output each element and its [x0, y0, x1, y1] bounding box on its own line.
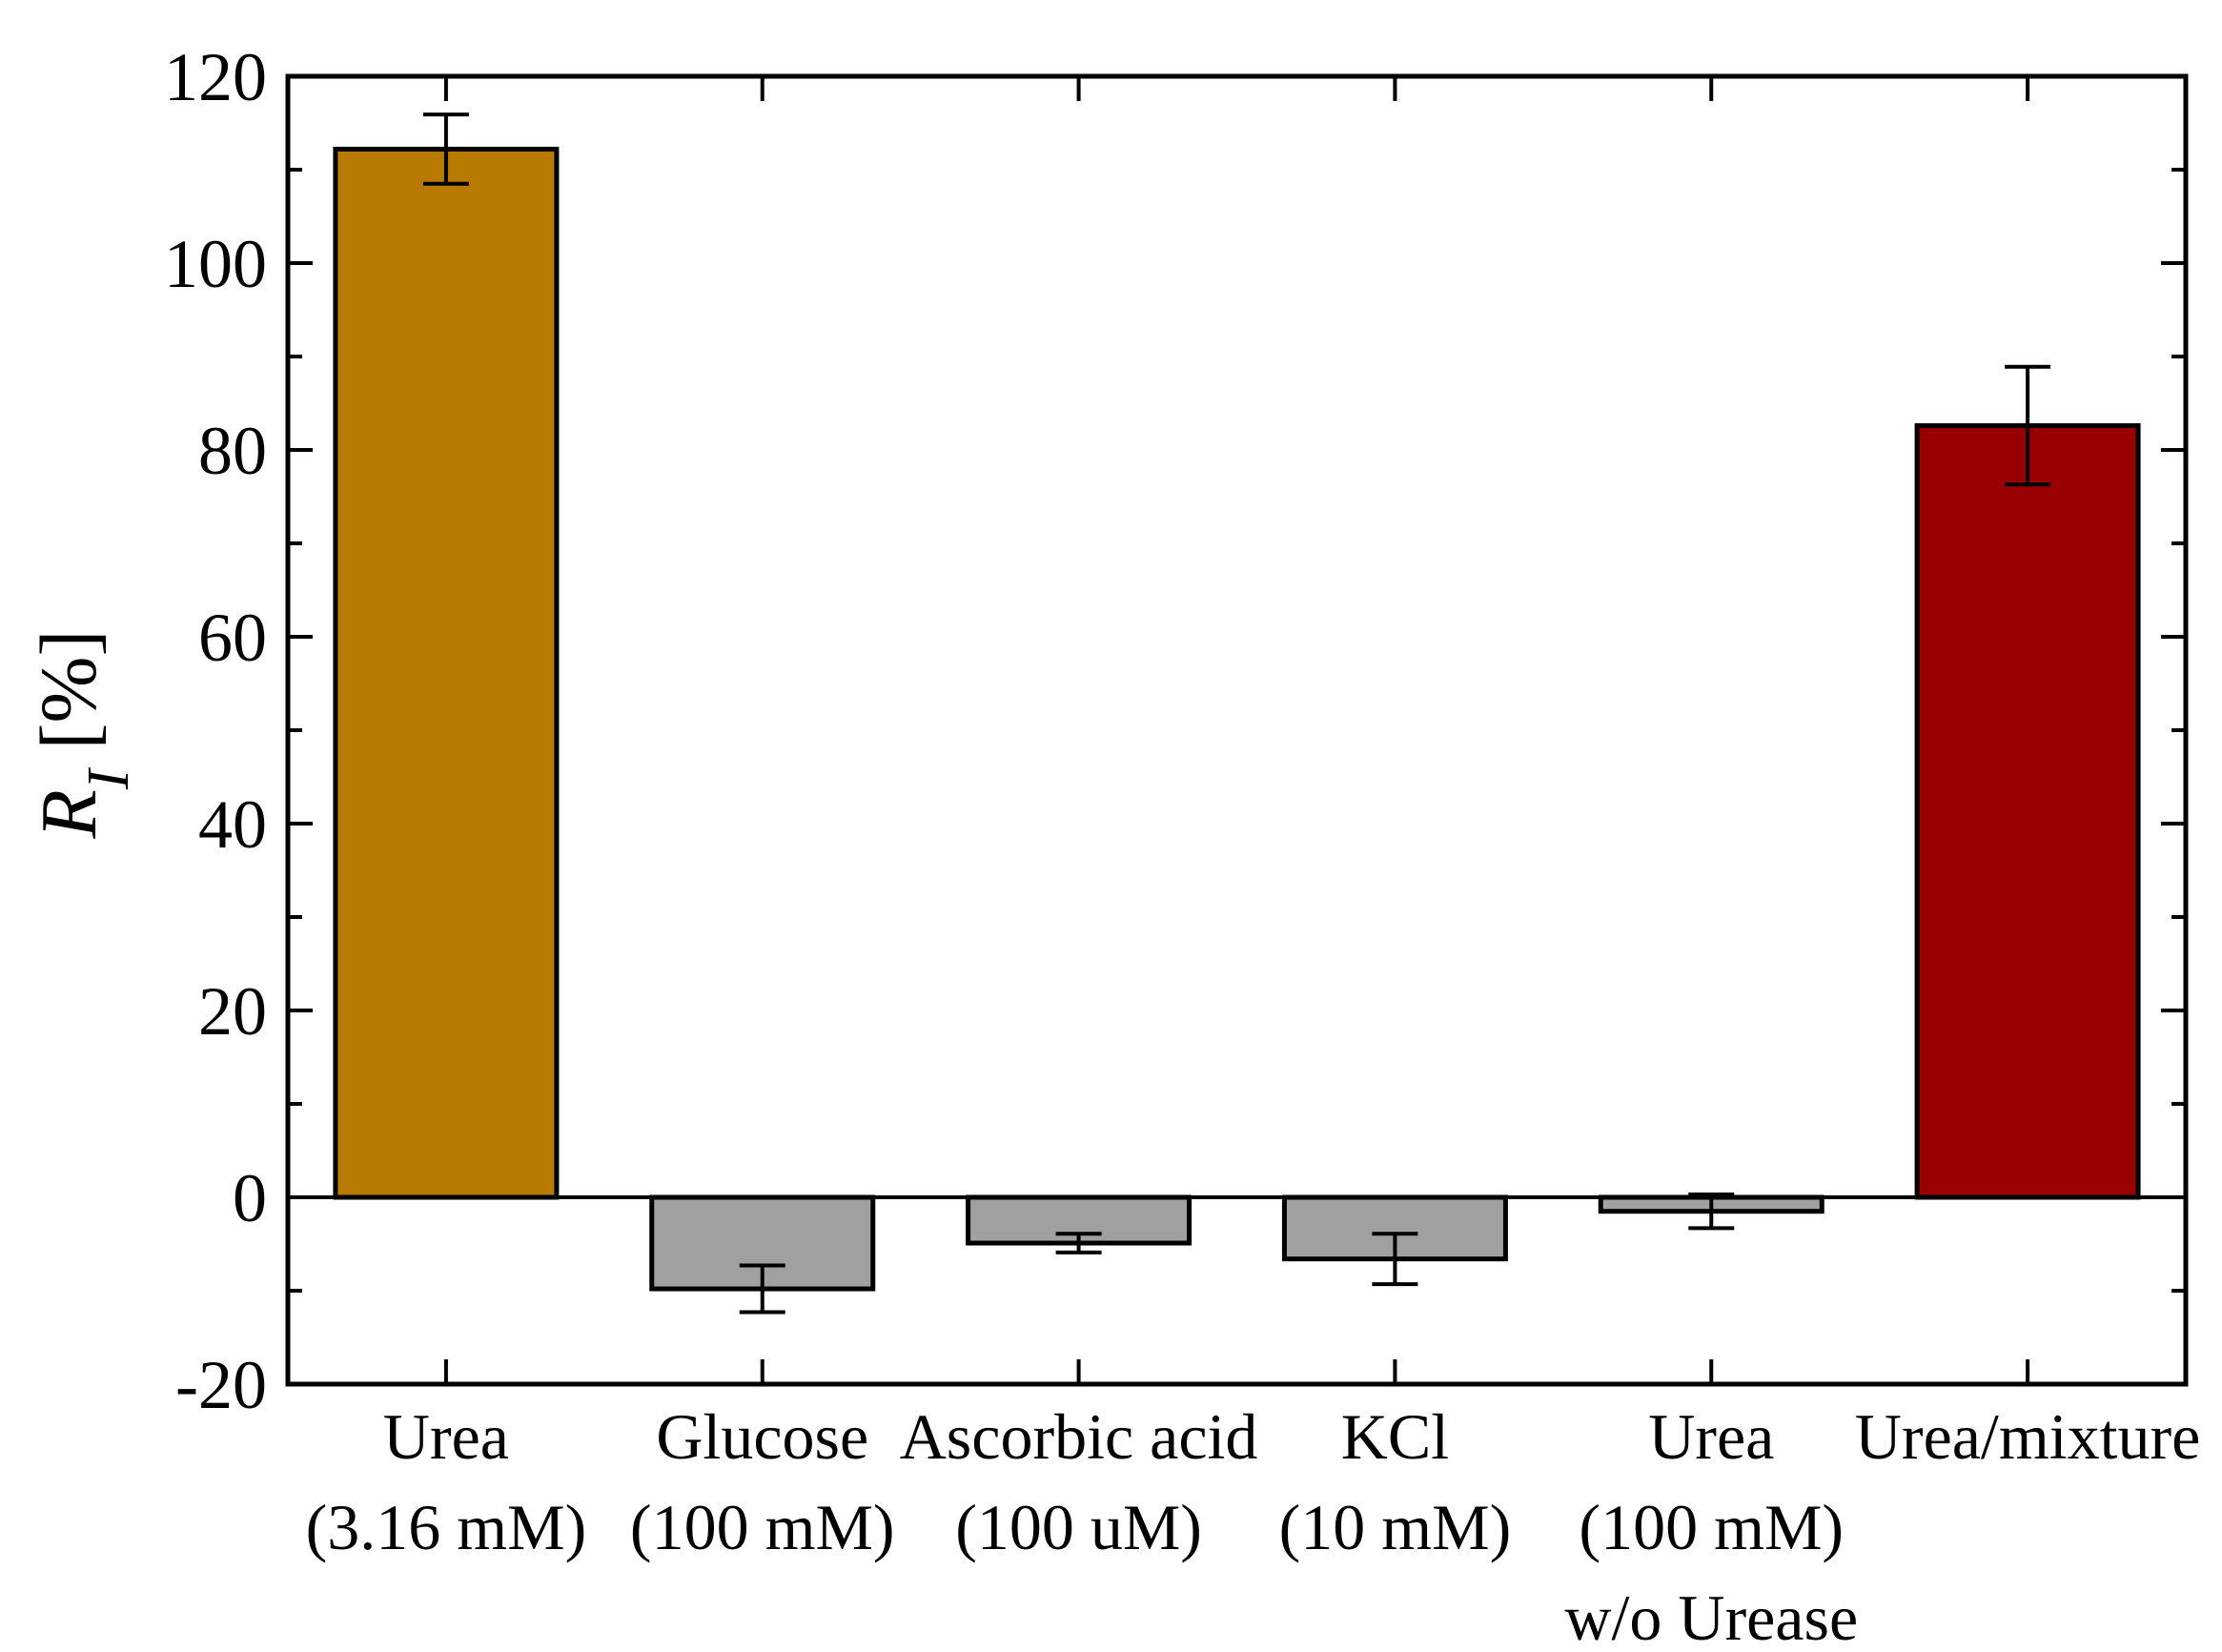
y-axis-title: RI [%] — [25, 630, 141, 840]
y-tick-label: 0 — [233, 1160, 267, 1236]
labels-layer: -20 0 20 40 60 80 100 120 Urea (3.16 mM) Glucose (1… — [164, 39, 2200, 1652]
bars-layer — [333, 146, 2141, 1292]
x-category-label: (100 uM) — [955, 1491, 1202, 1563]
y-axis-subscript: I — [76, 766, 141, 790]
error-bars-layer — [422, 112, 2051, 1315]
x-category-label: Urea — [383, 1400, 509, 1473]
axes-layer — [285, 73, 2189, 1387]
y-axis-unit: [%] — [25, 630, 113, 770]
y-axis-symbol: R — [25, 789, 113, 839]
x-category-label: Ascorbic acid — [900, 1400, 1258, 1473]
x-category-label: Urea — [1648, 1400, 1774, 1473]
plot-frame — [285, 73, 2189, 1387]
x-category-label: Glucose — [656, 1400, 868, 1473]
y-tick-label: 80 — [198, 413, 267, 489]
y-tick-label: 60 — [198, 600, 267, 676]
y-tick-label: 20 — [198, 973, 267, 1050]
x-category-label: KCl — [1341, 1400, 1449, 1473]
y-tick-label: 120 — [164, 39, 267, 115]
x-category-label: (10 mM) — [1279, 1491, 1512, 1563]
y-tick-label: 100 — [164, 226, 267, 302]
bar — [333, 146, 560, 1200]
x-category-label: (100 mM) — [1579, 1491, 1844, 1563]
y-tick-label: 40 — [198, 786, 267, 863]
x-category-label: (3.16 mM) — [306, 1491, 587, 1563]
bar — [1914, 423, 2141, 1200]
y-tick-label: -20 — [175, 1347, 267, 1423]
x-category-label: (100 mM) — [630, 1491, 895, 1563]
x-category-label: Urea/mixture — [1855, 1400, 2201, 1473]
x-category-label: w/o Urease — [1564, 1581, 1858, 1652]
